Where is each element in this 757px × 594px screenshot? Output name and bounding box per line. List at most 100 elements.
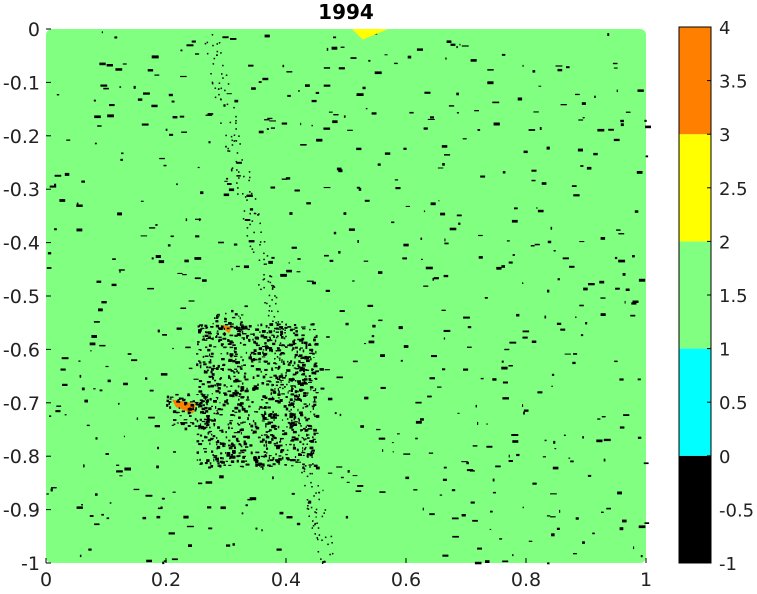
cluster-cell [295,372,297,376]
speckle-cell [623,414,630,416]
cluster-cell [297,364,300,367]
cluster-cell [302,373,306,376]
speckle-cell [329,553,331,556]
speckle-cell [334,412,337,415]
cluster-cell [289,415,293,419]
cluster-cell [219,402,221,404]
speckle-cell [95,493,98,496]
speckle-cell [157,446,159,450]
speckle-cell [613,67,618,69]
cluster-cell [255,368,260,371]
speckle-cell [222,64,224,67]
speckle-cell [101,301,107,304]
cluster-cell [222,457,224,460]
speckle-cell [461,514,466,517]
speckle-cell [306,507,309,510]
cluster-cell [229,346,234,349]
cluster-cell [235,380,240,383]
cluster-cell [303,439,306,441]
cluster-cell [254,425,258,428]
speckle-cell [637,89,644,92]
cluster-cell [269,337,271,341]
speckle-cell [430,116,434,119]
cluster-cell [215,441,220,444]
cluster-cell [291,413,296,417]
cluster-cell [240,390,242,392]
cluster-cell [301,334,305,337]
cluster-cell [271,389,274,392]
speckle-cell [311,124,313,127]
cluster-cell [198,386,202,388]
cluster-cell [303,392,307,395]
cluster-cell [235,437,239,441]
speckle-cell [323,84,331,87]
speckle-cell [631,302,637,305]
cluster-cell [215,456,217,460]
speckle-cell [384,54,388,56]
speckle-cell [230,369,232,371]
cluster-cell [247,435,250,439]
speckle-cell [296,461,301,463]
cluster-cell [202,395,205,398]
cluster-cell [265,444,268,447]
speckle-cell [339,413,342,417]
cluster-cell [206,366,208,369]
y-tick-label: -1 [21,553,40,575]
speckle-cell [397,433,400,435]
cluster-cell [210,384,214,388]
cluster-cell [289,422,293,425]
cluster-cell [208,466,212,469]
speckle-cell [159,157,165,160]
cluster-cell [166,395,170,399]
cluster-cell [257,324,259,327]
cluster-cell [215,390,220,393]
cluster-cell [213,346,217,348]
speckle-cell [106,64,113,67]
speckle-cell [311,527,314,529]
speckle-cell [281,178,288,180]
cluster-cell [268,397,273,401]
cluster-cell [313,399,316,403]
speckle-cell [571,185,577,187]
cluster-cell [241,337,245,339]
cluster-cell [252,432,255,434]
cluster-cell [177,401,181,403]
cluster-cell [234,411,238,413]
cluster-cell [293,361,296,365]
speckle-cell [420,237,423,240]
speckle-cell [123,382,128,386]
speckle-cell [492,378,497,381]
speckle-cell [156,515,161,519]
cluster-cell [281,344,285,346]
cluster-cell [298,453,302,456]
speckle-cell [156,465,159,469]
speckle-cell [243,175,245,178]
speckle-cell [249,223,251,226]
speckle-cell [220,87,222,90]
cluster-cell [262,464,265,467]
cluster-cell [203,370,208,374]
speckle-cell [81,504,83,506]
cluster-cell [204,370,206,372]
cluster-cell [241,452,245,454]
cluster-cell [266,447,269,450]
cluster-cell [313,336,316,338]
cluster-cell [267,362,271,365]
cluster-cell [198,329,202,332]
cluster-cell [293,324,297,326]
cluster-cell [273,442,277,445]
speckle-cell [630,314,636,317]
cluster-cell [269,465,273,467]
speckle-cell [433,277,439,280]
speckle-cell [487,69,494,71]
cluster-cell [213,458,215,462]
speckle-cell [315,512,318,514]
cluster-cell [241,365,243,367]
cluster-cell [230,427,233,429]
speckle-cell [270,275,273,278]
cluster-cell [274,445,277,447]
cluster-cell [302,466,305,470]
cluster-cell [250,333,254,335]
cluster-cell [253,385,258,388]
speckle-cell [55,410,61,413]
